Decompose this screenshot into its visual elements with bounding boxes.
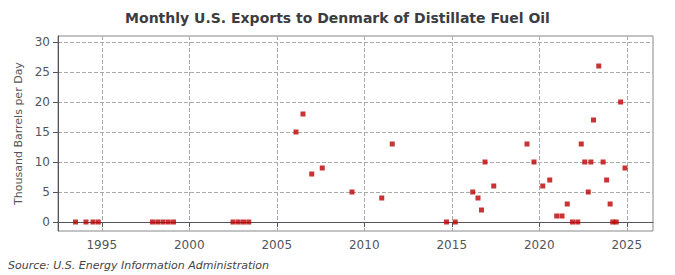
svg-text:Source: U.S. Energy Informatio: Source: U.S. Energy Information Administ…: [8, 259, 269, 272]
svg-text:2025: 2025: [611, 238, 642, 252]
svg-text:2000: 2000: [174, 238, 205, 252]
svg-text:2020: 2020: [524, 238, 555, 252]
svg-text:Thousand Barrels per Day: Thousand Barrels per Day: [12, 62, 25, 206]
svg-text:2010: 2010: [349, 238, 380, 252]
svg-text:30: 30: [35, 35, 50, 49]
svg-text:20: 20: [35, 95, 50, 109]
svg-text:2015: 2015: [436, 238, 467, 252]
svg-text:Monthly U.S. Exports to Denmar: Monthly U.S. Exports to Denmark of Disti…: [125, 10, 550, 26]
svg-text:2005: 2005: [261, 238, 292, 252]
svg-text:1995: 1995: [86, 238, 117, 252]
svg-text:25: 25: [35, 65, 50, 79]
svg-text:5: 5: [42, 185, 50, 199]
svg-text:0: 0: [42, 215, 50, 229]
svg-text:15: 15: [35, 125, 50, 139]
svg-text:10: 10: [35, 155, 50, 169]
